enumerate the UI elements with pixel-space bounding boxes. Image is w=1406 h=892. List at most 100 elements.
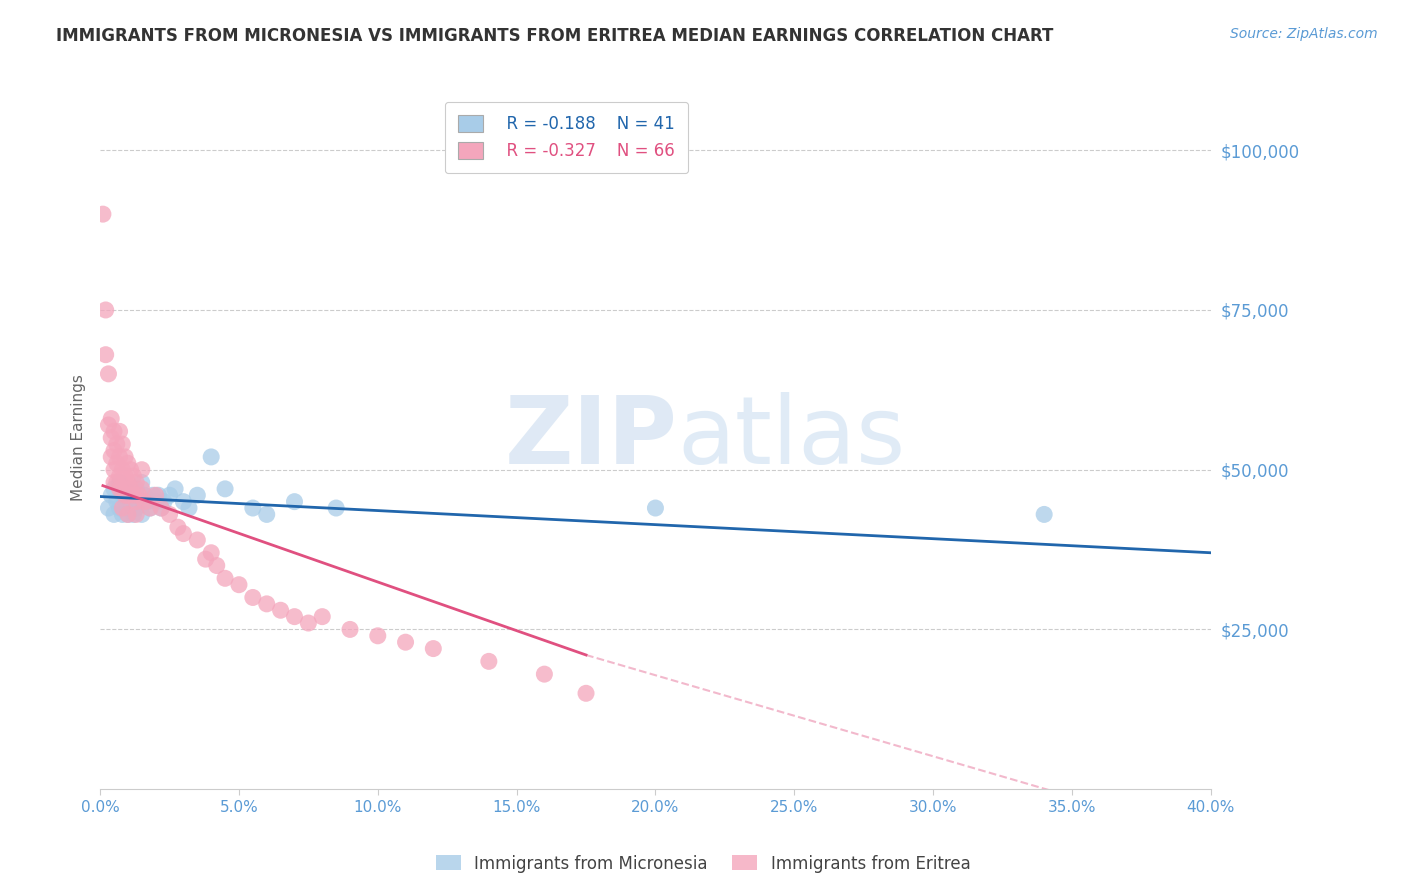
- Point: [103, 475, 125, 490]
- Point: [1033, 508, 1056, 522]
- Legend:   R = -0.188    N = 41,   R = -0.327    N = 66: R = -0.188 N = 41, R = -0.327 N = 66: [444, 102, 689, 173]
- Point: [122, 469, 145, 483]
- Point: [533, 667, 555, 681]
- Point: [111, 437, 134, 451]
- Point: [114, 494, 136, 508]
- Text: atlas: atlas: [678, 392, 905, 483]
- Point: [108, 482, 131, 496]
- Point: [142, 488, 165, 502]
- Point: [117, 508, 139, 522]
- Point: [114, 450, 136, 464]
- Point: [145, 488, 167, 502]
- Text: Source: ZipAtlas.com: Source: ZipAtlas.com: [1230, 27, 1378, 41]
- Point: [256, 508, 278, 522]
- Point: [122, 488, 145, 502]
- Point: [100, 488, 122, 502]
- Point: [325, 501, 347, 516]
- Point: [125, 482, 148, 496]
- Point: [159, 508, 181, 522]
- Point: [108, 475, 131, 490]
- Point: [108, 469, 131, 483]
- Point: [575, 686, 598, 700]
- Point: [108, 501, 131, 516]
- Point: [97, 417, 120, 432]
- Point: [186, 533, 208, 547]
- Point: [214, 571, 236, 585]
- Y-axis label: Median Earnings: Median Earnings: [72, 375, 86, 501]
- Point: [131, 463, 153, 477]
- Point: [125, 494, 148, 508]
- Point: [105, 437, 128, 451]
- Point: [394, 635, 416, 649]
- Point: [134, 488, 156, 502]
- Point: [205, 558, 228, 573]
- Point: [100, 450, 122, 464]
- Point: [167, 520, 190, 534]
- Point: [145, 494, 167, 508]
- Point: [103, 425, 125, 439]
- Point: [256, 597, 278, 611]
- Point: [105, 494, 128, 508]
- Point: [111, 488, 134, 502]
- Point: [108, 425, 131, 439]
- Point: [134, 494, 156, 508]
- Point: [242, 591, 264, 605]
- Point: [283, 609, 305, 624]
- Point: [283, 494, 305, 508]
- Point: [242, 501, 264, 516]
- Point: [114, 469, 136, 483]
- Text: ZIP: ZIP: [505, 392, 678, 483]
- Point: [103, 463, 125, 477]
- Point: [297, 615, 319, 630]
- Point: [117, 456, 139, 470]
- Point: [200, 450, 222, 464]
- Point: [194, 552, 217, 566]
- Point: [103, 443, 125, 458]
- Point: [165, 482, 187, 496]
- Point: [172, 526, 194, 541]
- Text: IMMIGRANTS FROM MICRONESIA VS IMMIGRANTS FROM ERITREA MEDIAN EARNINGS CORRELATIO: IMMIGRANTS FROM MICRONESIA VS IMMIGRANTS…: [56, 27, 1053, 45]
- Point: [136, 494, 159, 508]
- Point: [172, 494, 194, 508]
- Point: [311, 609, 333, 624]
- Point: [270, 603, 292, 617]
- Point: [186, 488, 208, 502]
- Point: [120, 494, 142, 508]
- Point: [117, 508, 139, 522]
- Point: [100, 431, 122, 445]
- Point: [339, 623, 361, 637]
- Point: [228, 577, 250, 591]
- Point: [105, 456, 128, 470]
- Point: [94, 348, 117, 362]
- Point: [111, 463, 134, 477]
- Point: [122, 508, 145, 522]
- Point: [120, 482, 142, 496]
- Point: [139, 501, 162, 516]
- Point: [128, 494, 150, 508]
- Point: [159, 488, 181, 502]
- Point: [177, 501, 200, 516]
- Point: [117, 482, 139, 496]
- Point: [131, 482, 153, 496]
- Point: [103, 508, 125, 522]
- Point: [200, 546, 222, 560]
- Point: [114, 488, 136, 502]
- Point: [644, 501, 666, 516]
- Point: [150, 501, 173, 516]
- Legend: Immigrants from Micronesia, Immigrants from Eritrea: Immigrants from Micronesia, Immigrants f…: [429, 848, 977, 880]
- Point: [111, 508, 134, 522]
- Point: [122, 488, 145, 502]
- Point: [150, 501, 173, 516]
- Point: [111, 501, 134, 516]
- Point: [108, 450, 131, 464]
- Point: [367, 629, 389, 643]
- Point: [117, 475, 139, 490]
- Point: [120, 463, 142, 477]
- Point: [105, 475, 128, 490]
- Point: [131, 475, 153, 490]
- Point: [125, 501, 148, 516]
- Point: [478, 654, 501, 668]
- Point: [422, 641, 444, 656]
- Point: [125, 475, 148, 490]
- Point: [97, 367, 120, 381]
